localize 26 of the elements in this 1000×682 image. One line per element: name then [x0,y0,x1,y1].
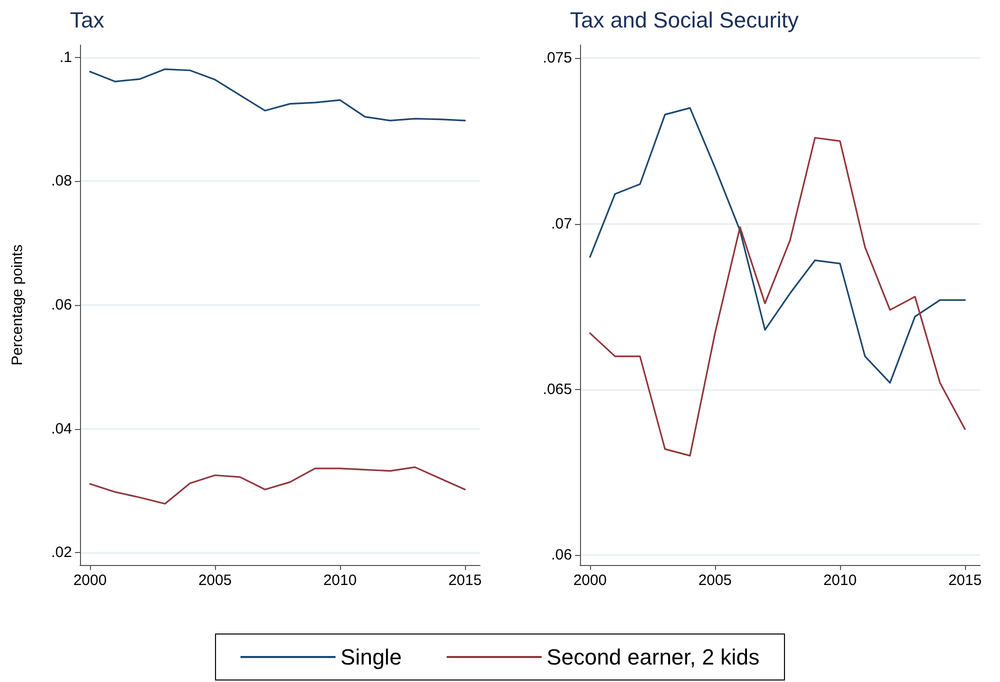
line-series [589,136,966,456]
y-tick-label: .06 [51,296,72,314]
legend-label: Second earner, 2 kids [546,644,760,670]
y-tick-label: .07 [551,215,572,232]
chart-title: Tax and Social Security [570,8,799,32]
x-tick-label: 2015 [448,572,482,589]
y-tick-label: .08 [51,172,72,190]
y-tick-label: .06 [551,546,572,564]
line-series [89,466,466,505]
y-tick-label: .065 [542,380,572,398]
y-axis-title: Percentage points [9,244,26,366]
x-tick-label: 2000 [573,572,607,589]
y-tick-label: .075 [542,50,572,67]
line-series [589,107,966,384]
x-tick-label: 2010 [823,572,857,589]
y-tick-label: .04 [51,420,72,438]
chart-title: Tax [70,8,104,32]
x-tick-label: 2015 [948,572,982,589]
line-series [89,68,466,122]
legend-label: Single [340,644,402,670]
x-tick-label: 2005 [198,572,232,589]
y-tick-label: .02 [51,544,72,562]
x-tick-label: 2000 [73,572,107,589]
x-tick-label: 2005 [698,572,732,589]
x-tick-label: 2010 [323,572,357,589]
y-tick-label: .1 [59,48,72,66]
